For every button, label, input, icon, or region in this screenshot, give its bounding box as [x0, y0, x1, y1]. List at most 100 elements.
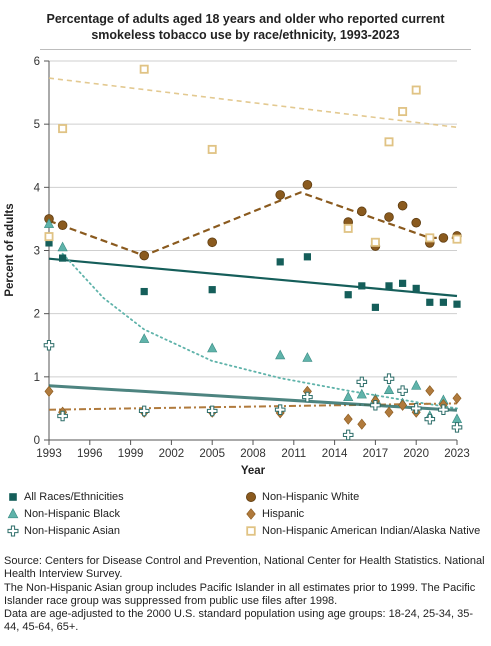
legend-label: Non-Hispanic Asian	[24, 525, 120, 537]
trend-line	[48, 77, 458, 129]
legend-item: Non-Hispanic Asian	[6, 524, 120, 538]
data-point	[358, 282, 366, 290]
legend-marker	[246, 508, 256, 520]
data-point	[383, 384, 395, 394]
y-tick-label: 0	[34, 435, 40, 447]
data-point	[399, 279, 407, 287]
x-tick-label: 2017	[363, 448, 389, 460]
data-point	[208, 286, 216, 294]
legend-marker-shape	[246, 526, 256, 536]
data-point	[383, 373, 395, 385]
x-tick-label: 1993	[36, 448, 62, 460]
data-point	[356, 388, 367, 399]
data-point	[57, 220, 68, 231]
trend-lines	[48, 77, 458, 412]
data-point	[425, 385, 435, 397]
legend-item: Hispanic	[244, 507, 304, 521]
data-point	[139, 250, 150, 261]
legend-marker-shape	[246, 508, 256, 520]
y-tick-label: 3	[34, 246, 40, 258]
data-point	[207, 342, 218, 353]
data-point	[384, 212, 394, 222]
data-point	[44, 232, 54, 242]
data-point	[343, 413, 353, 425]
x-tick-label: 2002	[159, 448, 185, 460]
data-point	[438, 233, 449, 243]
data-point	[275, 349, 286, 360]
data-point	[59, 254, 67, 262]
legend-label: Non-Hispanic Black	[24, 508, 120, 520]
data-point	[356, 376, 368, 388]
legend-marker-shape	[7, 508, 19, 519]
data-point	[398, 107, 408, 117]
data-point	[425, 233, 435, 243]
data-point	[384, 406, 394, 418]
y-tick-label: 4	[34, 182, 41, 194]
data-point	[343, 391, 354, 401]
data-point	[424, 413, 436, 425]
x-tick-label: 2008	[240, 448, 266, 460]
data-point	[207, 144, 217, 154]
data-point	[274, 404, 286, 415]
x-tick-label: 2014	[322, 448, 348, 460]
data-point	[410, 403, 422, 414]
data-point	[342, 429, 354, 441]
data-point	[453, 300, 461, 308]
data-point	[438, 404, 449, 415]
data-point	[138, 405, 150, 417]
data-point	[276, 258, 284, 266]
y-tick-label: 2	[34, 309, 40, 321]
legend-label: Non-Hispanic White	[262, 491, 360, 503]
x-tick-label: 2023	[444, 448, 470, 460]
legend-label: Non-Hispanic American Indian/Alaska Nati…	[262, 525, 481, 537]
trend-line	[48, 402, 458, 411]
data-point	[451, 422, 463, 433]
data-point	[206, 405, 218, 417]
title-divider	[40, 49, 471, 50]
data-point	[357, 418, 367, 430]
chart-title: Percentage of adults aged 18 years and o…	[46, 12, 445, 42]
note-line: The Non-Hispanic Asian group includes Pa…	[4, 581, 476, 607]
source-line: Source: Centers for Disease Control and …	[4, 555, 485, 581]
trend-line	[48, 191, 457, 257]
data-point	[411, 85, 421, 95]
y-tick-label: 1	[34, 372, 40, 384]
data-point	[139, 333, 150, 343]
data-point	[45, 239, 53, 247]
data-point	[43, 218, 55, 228]
legend-marker	[246, 526, 256, 536]
x-tick-label: 1996	[77, 448, 103, 460]
legend-label: All Races/Ethnicities	[24, 491, 124, 503]
legend-item: Non-Hispanic Black	[6, 507, 120, 521]
trend-line	[48, 384, 458, 412]
data-point	[140, 287, 148, 296]
legend-marker	[7, 508, 19, 519]
data-point	[411, 217, 422, 228]
data-points	[43, 64, 463, 441]
y-tick-label: 6	[34, 56, 40, 68]
data-point	[58, 124, 68, 134]
trend-line	[48, 257, 458, 298]
x-tick-label: 2005	[199, 448, 225, 460]
data-point	[397, 200, 408, 211]
legend-label: Hispanic	[262, 508, 305, 520]
data-point	[302, 352, 313, 362]
data-point	[384, 137, 394, 147]
data-point	[412, 284, 420, 292]
data-point	[371, 303, 379, 311]
x-axis-title: Year	[241, 465, 266, 477]
legend-marker-shape	[9, 493, 17, 501]
data-point	[57, 241, 68, 252]
trend-line	[61, 252, 458, 410]
source-notes: Source: Centers for Disease Control and …	[4, 555, 488, 635]
data-point	[452, 234, 462, 244]
data-point	[139, 64, 149, 74]
data-point	[343, 223, 353, 233]
data-point	[397, 385, 408, 397]
data-point	[43, 339, 55, 351]
data-point	[426, 298, 434, 306]
data-point	[370, 399, 381, 411]
data-point	[302, 391, 313, 403]
